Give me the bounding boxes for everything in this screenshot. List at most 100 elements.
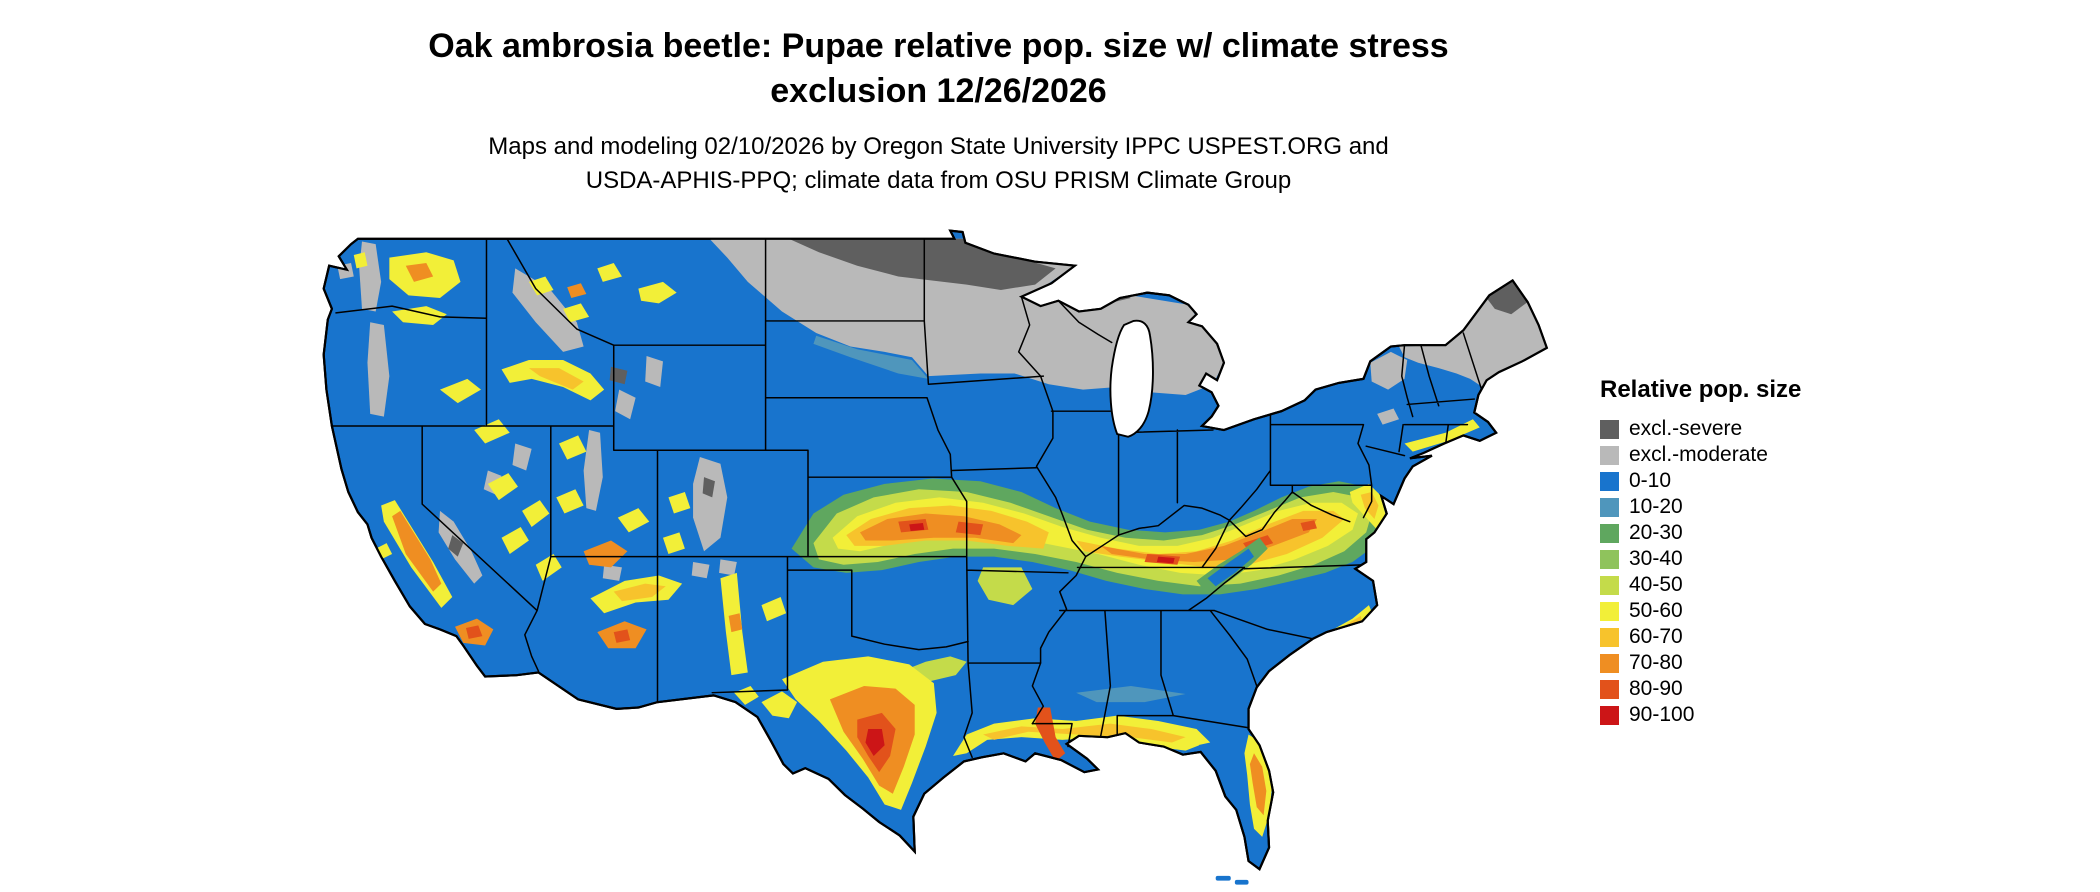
map-subtitle-line1: Maps and modeling 02/10/2026 by Oregon S… (488, 133, 1389, 160)
map-patch (719, 559, 737, 576)
map-patch (702, 477, 715, 498)
map-patch (1035, 707, 1066, 762)
legend-label: 90-100 (1629, 703, 1695, 726)
map-patch (1076, 510, 1345, 568)
legend-label: excl.-moderate (1629, 443, 1768, 466)
legend-label: 30-40 (1629, 547, 1683, 570)
map-patch (728, 613, 743, 633)
legend-item: 50-60 (1600, 598, 1801, 624)
legend-swatch (1600, 549, 1619, 569)
lake-michigan (1109, 319, 1154, 438)
map-patch (865, 729, 885, 756)
map-patch (668, 492, 691, 514)
map-patch (367, 322, 390, 417)
map-patch (1076, 685, 1186, 703)
map-patch (556, 489, 584, 514)
map-patch (597, 263, 622, 282)
map-patch (638, 281, 677, 304)
legend-swatch (1600, 601, 1619, 621)
legend-label: 50-60 (1629, 599, 1683, 622)
legend-label: 80-90 (1629, 677, 1683, 700)
legend-item: 0-10 (1600, 468, 1801, 494)
map-patch (563, 303, 590, 323)
map-title: Oak ambrosia beetle: Pupae relative pop.… (0, 24, 1877, 114)
map-patch (501, 527, 529, 554)
map-legend: Relative pop. size excl.-severe excl.-mo… (1600, 376, 1801, 728)
map-patch (392, 510, 442, 592)
map-patch (512, 268, 584, 352)
state-borders-east (1017, 295, 1484, 738)
map-patch (1377, 408, 1400, 425)
legend-swatch (1600, 471, 1619, 491)
us-map (310, 228, 1555, 888)
map-patch (613, 629, 631, 643)
legend-label: 60-70 (1629, 625, 1683, 648)
map-patch (583, 430, 603, 511)
legend-swatch (1600, 497, 1619, 517)
legend-item: 90-100 (1600, 702, 1801, 728)
map-patch (977, 567, 1033, 606)
map-patch (512, 443, 532, 471)
map-patch (955, 521, 984, 536)
map-patch (392, 306, 447, 325)
legend-item: 40-50 (1600, 572, 1801, 598)
map-patch (813, 335, 929, 379)
map-patch (761, 597, 787, 622)
map-patch (859, 513, 1022, 544)
legend-swatch (1600, 653, 1619, 673)
map-patch (405, 263, 434, 282)
map-patch (1249, 753, 1267, 816)
legend-item: excl.-moderate (1600, 442, 1801, 468)
legend-swatch (1600, 705, 1619, 725)
map-patch (559, 435, 587, 460)
map-patch (1100, 518, 1317, 563)
map-patch (439, 378, 482, 404)
map-patch (1300, 520, 1317, 532)
legend-item: 20-30 (1600, 520, 1801, 546)
map-region-overlays (331, 238, 1547, 837)
florida-keys (1215, 875, 1249, 885)
legend-title: Relative pop. size (1600, 376, 1802, 403)
map-patch (662, 532, 685, 554)
legend-item: 60-70 (1600, 624, 1801, 650)
regions-90-100 (865, 522, 1175, 756)
us-map-svg (322, 229, 1548, 885)
map-patch (353, 252, 368, 269)
legend-item: 70-80 (1600, 650, 1801, 676)
legend-swatch (1600, 627, 1619, 647)
legend-label: 40-50 (1629, 573, 1683, 596)
map-title-line1: Oak ambrosia beetle: Pupae relative pop.… (428, 27, 1449, 65)
legend-swatch (1600, 445, 1619, 465)
legend-swatch (1600, 575, 1619, 595)
legend-item: excl.-severe (1600, 416, 1801, 442)
map-patch (448, 535, 464, 557)
header: Oak ambrosia beetle: Pupae relative pop.… (0, 24, 1877, 198)
legend-label: 0-10 (1629, 469, 1672, 492)
map-patch (465, 625, 483, 639)
map-patch (693, 456, 728, 552)
map-patch (567, 283, 587, 299)
map-patch (602, 564, 622, 581)
legend-swatch (1600, 523, 1619, 543)
map-patch (528, 368, 584, 390)
map-patch (645, 355, 663, 387)
florida-key-segment (1215, 875, 1231, 881)
legend-label: 20-30 (1629, 521, 1683, 544)
map-patch (617, 508, 650, 533)
map-patch (528, 276, 554, 296)
legend-swatch (1600, 679, 1619, 699)
map-patch (1370, 351, 1408, 390)
map-patch (909, 522, 925, 532)
regions-10-20 (813, 335, 1186, 703)
map-patch (761, 691, 798, 719)
map-patch (983, 723, 1186, 743)
legend-item: 30-40 (1600, 546, 1801, 572)
legend-swatch (1600, 419, 1619, 439)
regions-excl-moderate (337, 238, 1547, 584)
map-patch (583, 540, 628, 568)
map-patch (615, 389, 636, 420)
map-patch (691, 562, 710, 579)
legend-label: 10-20 (1629, 495, 1683, 518)
state-borders-west (331, 238, 1073, 759)
